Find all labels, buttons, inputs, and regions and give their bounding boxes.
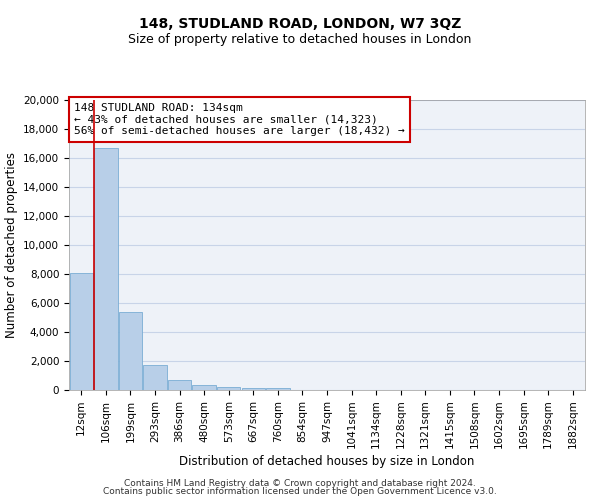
Bar — [266, 388, 290, 390]
Bar — [119, 312, 142, 390]
X-axis label: Distribution of detached houses by size in London: Distribution of detached houses by size … — [179, 456, 475, 468]
Text: Contains HM Land Registry data © Crown copyright and database right 2024.: Contains HM Land Registry data © Crown c… — [124, 478, 476, 488]
Bar — [217, 387, 241, 390]
Bar — [168, 380, 191, 390]
Bar — [242, 388, 265, 390]
Bar — [143, 364, 167, 390]
Bar — [70, 274, 93, 390]
Text: Contains public sector information licensed under the Open Government Licence v3: Contains public sector information licen… — [103, 487, 497, 496]
Text: Size of property relative to detached houses in London: Size of property relative to detached ho… — [128, 32, 472, 46]
Bar — [94, 148, 118, 390]
Bar — [193, 385, 216, 390]
Text: 148 STUDLAND ROAD: 134sqm
← 43% of detached houses are smaller (14,323)
56% of s: 148 STUDLAND ROAD: 134sqm ← 43% of detac… — [74, 103, 405, 136]
Y-axis label: Number of detached properties: Number of detached properties — [5, 152, 17, 338]
Text: 148, STUDLAND ROAD, LONDON, W7 3QZ: 148, STUDLAND ROAD, LONDON, W7 3QZ — [139, 18, 461, 32]
